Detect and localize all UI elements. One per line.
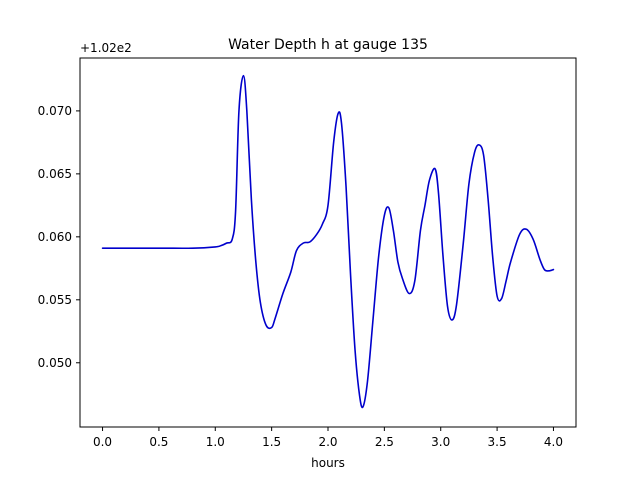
chart-title: Water Depth h at gauge 135 — [228, 37, 428, 53]
series-layer — [101, 74, 555, 409]
x-tick-label: 2.0 — [318, 435, 337, 449]
x-tick-label: 4.0 — [544, 435, 563, 449]
y-tick-label: 0.050 — [38, 356, 72, 370]
y-tick-label: 0.055 — [38, 293, 72, 307]
y-tick-label: 0.065 — [38, 167, 72, 181]
x-tick-label: 3.0 — [431, 435, 450, 449]
x-axis-label: hours — [311, 456, 345, 470]
y-offset-label: +1.02e2 — [80, 41, 132, 55]
y-tick-label: 0.070 — [38, 104, 72, 118]
series-line — [101, 74, 555, 409]
x-tick-label: 1.0 — [206, 435, 225, 449]
x-tick-label: 0.0 — [93, 435, 112, 449]
y-axis-ticks: 0.050 0.055 0.060 0.065 0.070 — [38, 104, 80, 370]
x-tick-label: 1.5 — [262, 435, 281, 449]
x-tick-label: 3.5 — [488, 435, 507, 449]
x-axis-ticks: 0.0 0.5 1.0 1.5 2.0 2.5 3.0 3.5 4.0 — [93, 427, 563, 449]
y-tick-label: 0.060 — [38, 230, 72, 244]
x-tick-label: 0.5 — [149, 435, 168, 449]
plot-frame — [79, 57, 577, 428]
x-tick-label: 2.5 — [375, 435, 394, 449]
